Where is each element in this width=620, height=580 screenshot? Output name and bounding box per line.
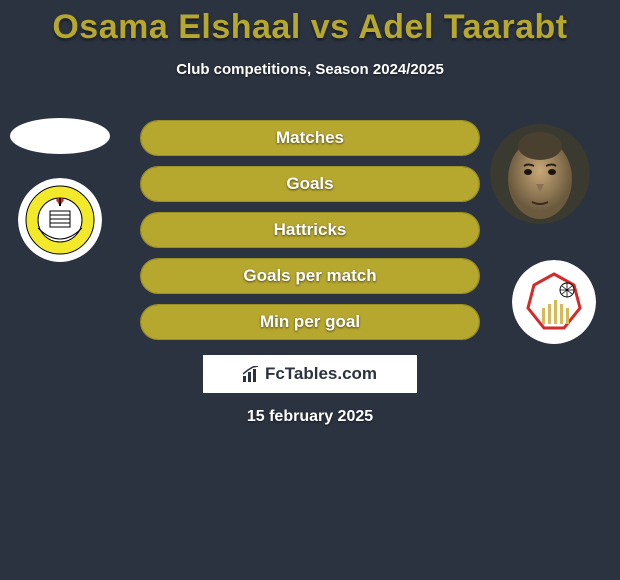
stat-row: 8Goals [140, 166, 480, 202]
stat-bar-right [151, 305, 479, 339]
club-badge-left-icon [18, 178, 102, 262]
stat-bar-left [141, 259, 151, 293]
brand-chart-icon [243, 366, 261, 382]
brand-text: FcTables.com [265, 364, 377, 384]
stat-bar-right [151, 121, 479, 155]
stat-row: 0.47Goals per match [140, 258, 480, 294]
stat-bar-left [141, 167, 151, 201]
stat-bar-right [151, 167, 479, 201]
club-badge-right-icon [512, 260, 596, 344]
player-right-club-badge [512, 260, 596, 344]
stat-bar-left [141, 213, 151, 247]
player-right-avatar [490, 124, 590, 224]
comparison-card: Osama Elshaal vs Adel Taarabt Club compe… [0, 0, 620, 580]
stat-bar-right [151, 213, 479, 247]
stat-bar-right [151, 259, 479, 293]
brand-badge[interactable]: FcTables.com [203, 355, 417, 393]
stat-row: 17Matches [140, 120, 480, 156]
date-label: 15 february 2025 [0, 408, 620, 426]
stat-bars: 17Matches 8Goals 0Hattricks 0.47Goals per m… [140, 120, 480, 350]
player-left-club-badge [18, 178, 102, 262]
stat-row: 227Min per goal [140, 304, 480, 340]
player-left-avatar [10, 118, 110, 154]
avatar-right-icon [490, 124, 590, 224]
subtitle: Club competitions, Season 2024/2025 [0, 61, 620, 78]
page-title: Osama Elshaal vs Adel Taarabt [0, 0, 620, 47]
stat-bar-left [141, 121, 151, 155]
stat-bar-left [141, 305, 151, 339]
stat-row: 0Hattricks [140, 212, 480, 248]
